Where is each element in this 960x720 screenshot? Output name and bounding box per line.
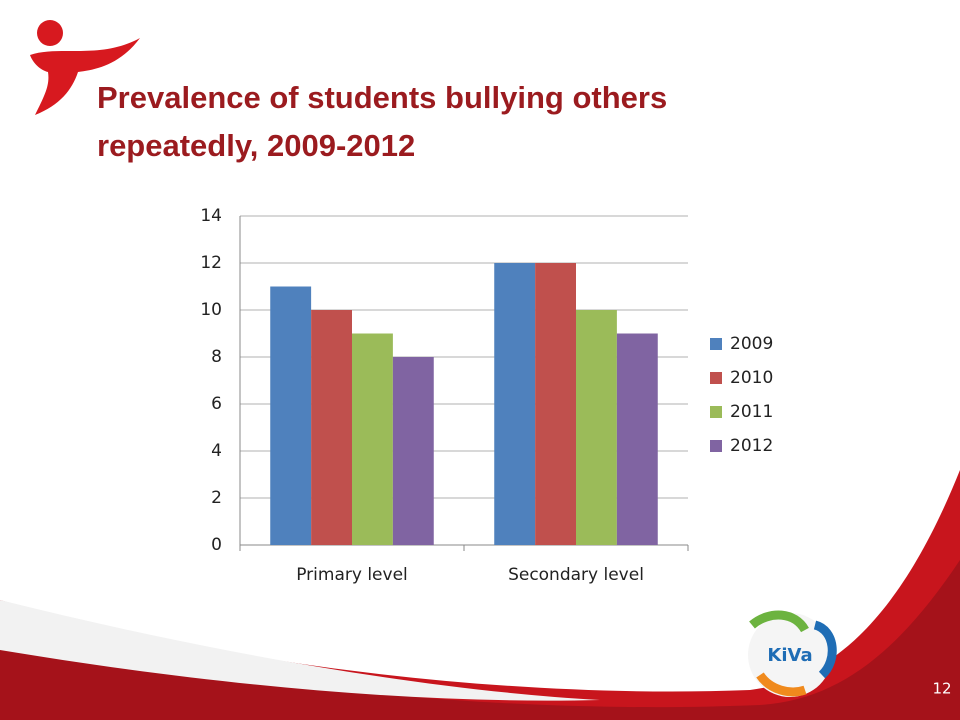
bar <box>616 333 658 545</box>
kiva-arc <box>749 610 809 633</box>
page-number: 12 <box>932 680 951 698</box>
logo-head <box>37 20 63 46</box>
y-tick-label: 12 <box>200 253 222 273</box>
y-tick-label: 10 <box>200 300 222 320</box>
legend-swatch <box>710 406 722 418</box>
bar <box>535 263 576 545</box>
x-tick-label: Primary level <box>296 565 408 585</box>
legend-label: 2010 <box>730 368 773 388</box>
kiva-arc <box>756 672 807 697</box>
slide-title: Prevalence of students bullying others r… <box>97 80 668 163</box>
bar <box>352 333 393 545</box>
bar <box>392 357 434 545</box>
legend-label: 2012 <box>730 436 773 456</box>
legend-swatch <box>710 440 722 452</box>
y-tick-label: 8 <box>211 347 222 367</box>
x-tick-label: Secondary level <box>508 565 644 585</box>
kiva-logo <box>748 613 832 697</box>
decor-swoosh-light <box>0 600 600 701</box>
legend-label: 2009 <box>730 334 773 354</box>
y-tick-label: 2 <box>211 488 222 508</box>
bar <box>494 263 536 545</box>
legend-label: 2011 <box>730 402 773 422</box>
bar <box>576 310 617 545</box>
logo-figure <box>30 38 140 115</box>
y-tick-label: 0 <box>211 535 222 555</box>
kiva-text: KiVa <box>767 645 812 666</box>
y-tick-label: 14 <box>200 206 222 226</box>
kiva-arc <box>813 620 837 679</box>
y-tick-label: 4 <box>211 441 222 461</box>
bar <box>311 310 352 545</box>
legend-swatch <box>710 372 722 384</box>
legend-swatch <box>710 338 722 350</box>
y-tick-label: 6 <box>211 394 222 414</box>
bar <box>270 286 312 545</box>
